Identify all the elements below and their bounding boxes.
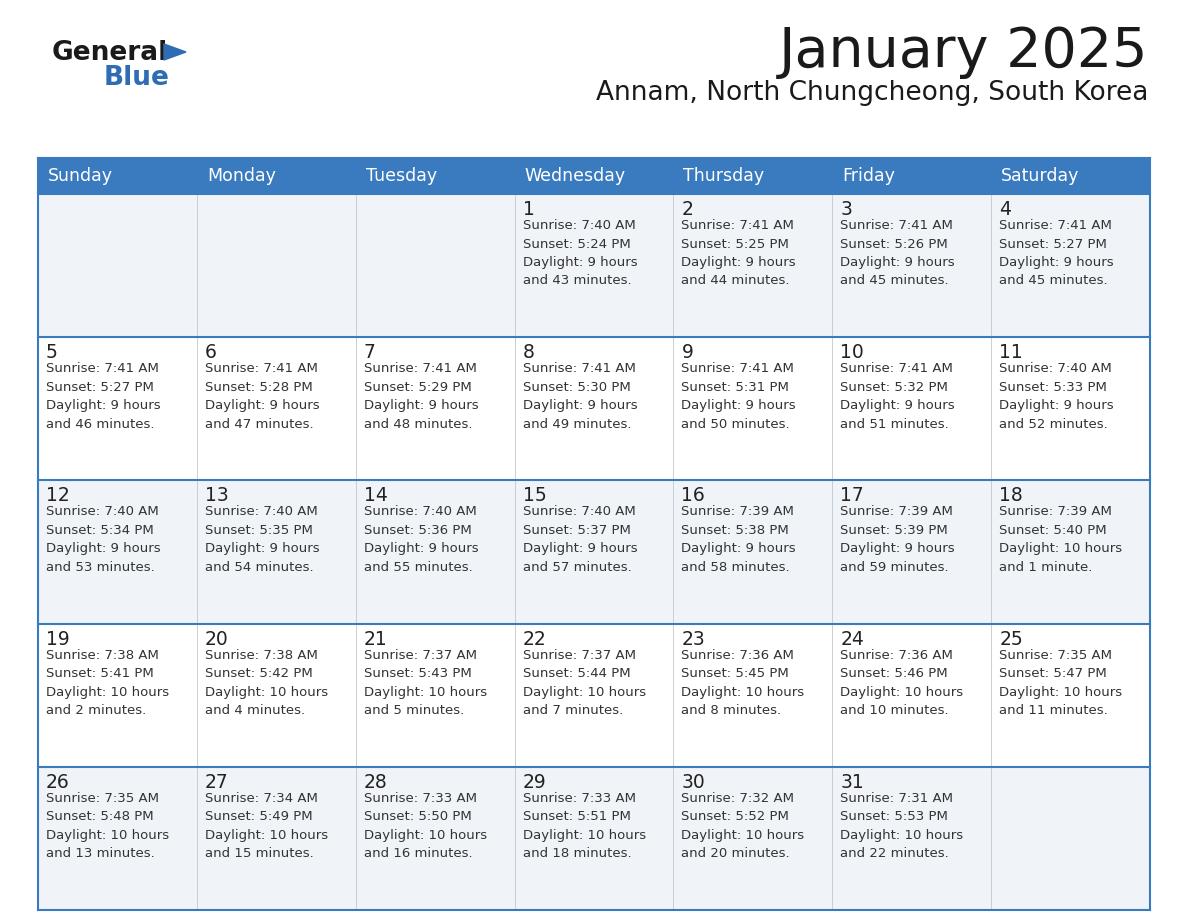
Text: Sunrise: 7:39 AM
Sunset: 5:38 PM
Daylight: 9 hours
and 58 minutes.: Sunrise: 7:39 AM Sunset: 5:38 PM Dayligh… bbox=[682, 506, 796, 574]
Text: 31: 31 bbox=[840, 773, 864, 792]
Text: 15: 15 bbox=[523, 487, 546, 506]
Text: Saturday: Saturday bbox=[1001, 167, 1080, 185]
Text: 17: 17 bbox=[840, 487, 864, 506]
Text: Sunrise: 7:41 AM
Sunset: 5:27 PM
Daylight: 9 hours
and 45 minutes.: Sunrise: 7:41 AM Sunset: 5:27 PM Dayligh… bbox=[999, 219, 1114, 287]
Text: Sunrise: 7:41 AM
Sunset: 5:25 PM
Daylight: 9 hours
and 44 minutes.: Sunrise: 7:41 AM Sunset: 5:25 PM Dayligh… bbox=[682, 219, 796, 287]
Text: 13: 13 bbox=[204, 487, 228, 506]
Text: Sunrise: 7:36 AM
Sunset: 5:45 PM
Daylight: 10 hours
and 8 minutes.: Sunrise: 7:36 AM Sunset: 5:45 PM Dayligh… bbox=[682, 649, 804, 717]
Text: Sunrise: 7:37 AM
Sunset: 5:43 PM
Daylight: 10 hours
and 5 minutes.: Sunrise: 7:37 AM Sunset: 5:43 PM Dayligh… bbox=[364, 649, 487, 717]
Text: Sunday: Sunday bbox=[48, 167, 113, 185]
Bar bbox=[38, 194, 1150, 337]
Text: Sunrise: 7:41 AM
Sunset: 5:29 PM
Daylight: 9 hours
and 48 minutes.: Sunrise: 7:41 AM Sunset: 5:29 PM Dayligh… bbox=[364, 363, 479, 431]
Text: 1: 1 bbox=[523, 200, 535, 219]
Text: 16: 16 bbox=[682, 487, 706, 506]
Bar bbox=[38, 480, 1150, 623]
Text: Sunrise: 7:40 AM
Sunset: 5:36 PM
Daylight: 9 hours
and 55 minutes.: Sunrise: 7:40 AM Sunset: 5:36 PM Dayligh… bbox=[364, 506, 479, 574]
Bar bbox=[38, 623, 1150, 767]
Text: Tuesday: Tuesday bbox=[366, 167, 437, 185]
Bar bbox=[833, 158, 991, 194]
Text: 28: 28 bbox=[364, 773, 387, 792]
Text: Sunrise: 7:41 AM
Sunset: 5:26 PM
Daylight: 9 hours
and 45 minutes.: Sunrise: 7:41 AM Sunset: 5:26 PM Dayligh… bbox=[840, 219, 955, 287]
Text: Sunrise: 7:37 AM
Sunset: 5:44 PM
Daylight: 10 hours
and 7 minutes.: Sunrise: 7:37 AM Sunset: 5:44 PM Dayligh… bbox=[523, 649, 646, 717]
Text: Sunrise: 7:33 AM
Sunset: 5:50 PM
Daylight: 10 hours
and 16 minutes.: Sunrise: 7:33 AM Sunset: 5:50 PM Dayligh… bbox=[364, 792, 487, 860]
Text: 20: 20 bbox=[204, 630, 228, 649]
Text: Sunrise: 7:41 AM
Sunset: 5:31 PM
Daylight: 9 hours
and 50 minutes.: Sunrise: 7:41 AM Sunset: 5:31 PM Dayligh… bbox=[682, 363, 796, 431]
Bar bbox=[355, 158, 514, 194]
Text: Sunrise: 7:39 AM
Sunset: 5:40 PM
Daylight: 10 hours
and 1 minute.: Sunrise: 7:39 AM Sunset: 5:40 PM Dayligh… bbox=[999, 506, 1123, 574]
Text: 10: 10 bbox=[840, 343, 864, 363]
Text: Sunrise: 7:36 AM
Sunset: 5:46 PM
Daylight: 10 hours
and 10 minutes.: Sunrise: 7:36 AM Sunset: 5:46 PM Dayligh… bbox=[840, 649, 963, 717]
Bar bbox=[674, 158, 833, 194]
Text: 4: 4 bbox=[999, 200, 1011, 219]
Text: January 2025: January 2025 bbox=[778, 25, 1148, 79]
Text: 24: 24 bbox=[840, 630, 864, 649]
Text: General: General bbox=[52, 40, 169, 66]
Text: 25: 25 bbox=[999, 630, 1023, 649]
Text: 11: 11 bbox=[999, 343, 1023, 363]
Text: Sunrise: 7:35 AM
Sunset: 5:47 PM
Daylight: 10 hours
and 11 minutes.: Sunrise: 7:35 AM Sunset: 5:47 PM Dayligh… bbox=[999, 649, 1123, 717]
Bar bbox=[514, 158, 674, 194]
Bar bbox=[991, 158, 1150, 194]
Polygon shape bbox=[164, 44, 187, 60]
Text: 22: 22 bbox=[523, 630, 546, 649]
Text: Monday: Monday bbox=[207, 167, 276, 185]
Bar bbox=[38, 158, 197, 194]
Text: Sunrise: 7:35 AM
Sunset: 5:48 PM
Daylight: 10 hours
and 13 minutes.: Sunrise: 7:35 AM Sunset: 5:48 PM Dayligh… bbox=[46, 792, 169, 860]
Text: Sunrise: 7:39 AM
Sunset: 5:39 PM
Daylight: 9 hours
and 59 minutes.: Sunrise: 7:39 AM Sunset: 5:39 PM Dayligh… bbox=[840, 506, 955, 574]
Text: Sunrise: 7:40 AM
Sunset: 5:37 PM
Daylight: 9 hours
and 57 minutes.: Sunrise: 7:40 AM Sunset: 5:37 PM Dayligh… bbox=[523, 506, 637, 574]
Text: 30: 30 bbox=[682, 773, 706, 792]
Text: Sunrise: 7:38 AM
Sunset: 5:42 PM
Daylight: 10 hours
and 4 minutes.: Sunrise: 7:38 AM Sunset: 5:42 PM Dayligh… bbox=[204, 649, 328, 717]
Text: 26: 26 bbox=[46, 773, 70, 792]
Text: Thursday: Thursday bbox=[683, 167, 765, 185]
Text: Sunrise: 7:40 AM
Sunset: 5:35 PM
Daylight: 9 hours
and 54 minutes.: Sunrise: 7:40 AM Sunset: 5:35 PM Dayligh… bbox=[204, 506, 320, 574]
Text: Blue: Blue bbox=[105, 65, 170, 91]
Text: 23: 23 bbox=[682, 630, 706, 649]
Text: 12: 12 bbox=[46, 487, 70, 506]
Text: Wednesday: Wednesday bbox=[525, 167, 626, 185]
Text: 8: 8 bbox=[523, 343, 535, 363]
Text: Annam, North Chungcheong, South Korea: Annam, North Chungcheong, South Korea bbox=[595, 80, 1148, 106]
Text: 27: 27 bbox=[204, 773, 228, 792]
Text: Sunrise: 7:34 AM
Sunset: 5:49 PM
Daylight: 10 hours
and 15 minutes.: Sunrise: 7:34 AM Sunset: 5:49 PM Dayligh… bbox=[204, 792, 328, 860]
Text: Sunrise: 7:40 AM
Sunset: 5:24 PM
Daylight: 9 hours
and 43 minutes.: Sunrise: 7:40 AM Sunset: 5:24 PM Dayligh… bbox=[523, 219, 637, 287]
Text: 2: 2 bbox=[682, 200, 694, 219]
Text: Sunrise: 7:40 AM
Sunset: 5:34 PM
Daylight: 9 hours
and 53 minutes.: Sunrise: 7:40 AM Sunset: 5:34 PM Dayligh… bbox=[46, 506, 160, 574]
Text: 19: 19 bbox=[46, 630, 70, 649]
Text: Sunrise: 7:40 AM
Sunset: 5:33 PM
Daylight: 9 hours
and 52 minutes.: Sunrise: 7:40 AM Sunset: 5:33 PM Dayligh… bbox=[999, 363, 1114, 431]
Text: Friday: Friday bbox=[842, 167, 896, 185]
Text: Sunrise: 7:41 AM
Sunset: 5:27 PM
Daylight: 9 hours
and 46 minutes.: Sunrise: 7:41 AM Sunset: 5:27 PM Dayligh… bbox=[46, 363, 160, 431]
Text: 9: 9 bbox=[682, 343, 694, 363]
Text: Sunrise: 7:38 AM
Sunset: 5:41 PM
Daylight: 10 hours
and 2 minutes.: Sunrise: 7:38 AM Sunset: 5:41 PM Dayligh… bbox=[46, 649, 169, 717]
Text: 18: 18 bbox=[999, 487, 1023, 506]
Text: 6: 6 bbox=[204, 343, 216, 363]
Text: 14: 14 bbox=[364, 487, 387, 506]
Bar bbox=[38, 767, 1150, 910]
Text: Sunrise: 7:31 AM
Sunset: 5:53 PM
Daylight: 10 hours
and 22 minutes.: Sunrise: 7:31 AM Sunset: 5:53 PM Dayligh… bbox=[840, 792, 963, 860]
Text: 3: 3 bbox=[840, 200, 852, 219]
Text: 21: 21 bbox=[364, 630, 387, 649]
Text: 5: 5 bbox=[46, 343, 58, 363]
Text: 29: 29 bbox=[523, 773, 546, 792]
Text: Sunrise: 7:32 AM
Sunset: 5:52 PM
Daylight: 10 hours
and 20 minutes.: Sunrise: 7:32 AM Sunset: 5:52 PM Dayligh… bbox=[682, 792, 804, 860]
Bar bbox=[38, 337, 1150, 480]
Text: Sunrise: 7:41 AM
Sunset: 5:32 PM
Daylight: 9 hours
and 51 minutes.: Sunrise: 7:41 AM Sunset: 5:32 PM Dayligh… bbox=[840, 363, 955, 431]
Text: 7: 7 bbox=[364, 343, 375, 363]
Text: Sunrise: 7:41 AM
Sunset: 5:28 PM
Daylight: 9 hours
and 47 minutes.: Sunrise: 7:41 AM Sunset: 5:28 PM Dayligh… bbox=[204, 363, 320, 431]
Text: Sunrise: 7:33 AM
Sunset: 5:51 PM
Daylight: 10 hours
and 18 minutes.: Sunrise: 7:33 AM Sunset: 5:51 PM Dayligh… bbox=[523, 792, 646, 860]
Text: Sunrise: 7:41 AM
Sunset: 5:30 PM
Daylight: 9 hours
and 49 minutes.: Sunrise: 7:41 AM Sunset: 5:30 PM Dayligh… bbox=[523, 363, 637, 431]
Bar bbox=[197, 158, 355, 194]
